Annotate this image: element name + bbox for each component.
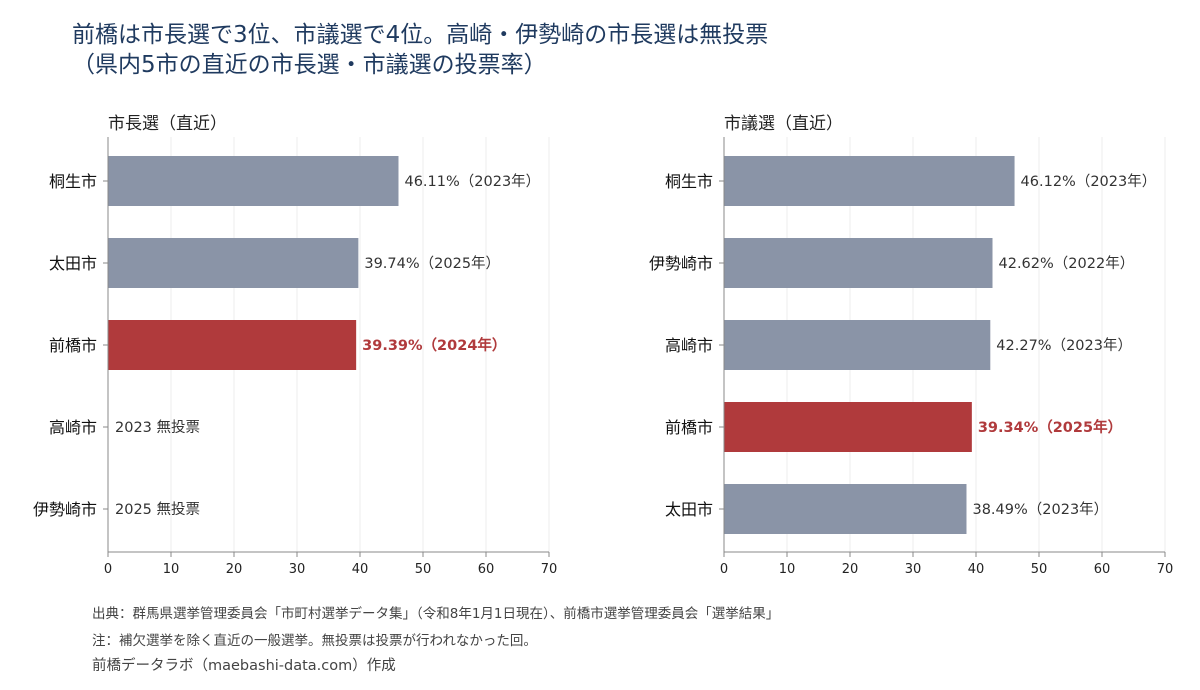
- chart-title-line1: 前橋は市長選で3位、市議選で4位。高崎・伊勢崎の市長選は無投票: [72, 22, 769, 48]
- mayor-category-label: 高崎市: [49, 418, 97, 437]
- council-bar: [724, 320, 991, 370]
- mayor-bar: [108, 238, 359, 288]
- mayor-election-chart: 市長選（直近） 桐生市 46.11%（2023年） 太田市 39.74%（2025年） 前…: [33, 114, 558, 577]
- council-x-tick-label: 0: [720, 562, 728, 577]
- council-bar: [724, 484, 967, 534]
- council-data-label: 46.12%（2023年）: [1021, 173, 1157, 190]
- council-data-label: 38.49%（2023年）: [972, 501, 1108, 518]
- council-category-label: 前橋市: [665, 418, 713, 437]
- mayor-bar: [108, 320, 357, 370]
- council-category-label: 伊勢崎市: [649, 254, 713, 273]
- council-election-chart: 市議選（直近） 桐生市 46.12%（2023年） 伊勢崎市 42.62%（2022年）…: [649, 114, 1174, 577]
- mayor-data-label: 2023 無投票: [115, 419, 200, 436]
- mayor-data-label: 39.74%（2025年）: [364, 255, 500, 272]
- council-category-label: 桐生市: [665, 172, 713, 191]
- council-data-label: 42.27%（2023年）: [996, 337, 1132, 354]
- mayor-panel-title: 市長選（直近）: [108, 114, 227, 134]
- mayor-x-tick-label: 50: [415, 562, 432, 577]
- mayor-x-tick-label: 10: [163, 562, 180, 577]
- mayor-x-tick-label: 30: [289, 562, 306, 577]
- mayor-data-label: 2025 無投票: [115, 501, 200, 518]
- council-category-label: 高崎市: [665, 336, 713, 355]
- council-bar: [724, 402, 972, 452]
- council-data-label: 42.62%（2022年）: [999, 255, 1135, 272]
- council-x-tick-label: 60: [1094, 562, 1111, 577]
- council-x-tick-label: 40: [968, 562, 985, 577]
- mayor-data-label: 39.39%（2024年）: [362, 336, 506, 354]
- mayor-x-tick-label: 40: [352, 562, 369, 577]
- mayor-x-tick-label: 70: [541, 562, 558, 577]
- council-x-tick-label: 10: [779, 562, 796, 577]
- council-bar: [724, 238, 993, 288]
- mayor-category-label: 太田市: [49, 254, 97, 273]
- council-x-tick-label: 70: [1157, 562, 1174, 577]
- council-x-tick-label: 50: [1031, 562, 1048, 577]
- mayor-category-label: 前橋市: [49, 336, 97, 355]
- footer-credit: 前橋データラボ（maebashi-data.com）作成: [92, 658, 396, 674]
- mayor-bar: [108, 156, 399, 206]
- council-bar: [724, 156, 1015, 206]
- chart-title-line2: （県内5市の直近の市長選・市議選の投票率）: [72, 52, 547, 78]
- mayor-x-tick-label: 0: [104, 562, 112, 577]
- council-panel-title: 市議選（直近）: [724, 114, 843, 134]
- mayor-category-label: 桐生市: [49, 172, 97, 191]
- footer-source: 出典：群馬県選挙管理委員会「市町村選挙データ集」（令和8年1月1日現在）、前橋市…: [92, 606, 780, 622]
- footer-note: 注：補欠選挙を除く直近の一般選挙。無投票は投票が行われなかった回。: [92, 633, 537, 649]
- mayor-data-label: 46.11%（2023年）: [404, 173, 540, 190]
- mayor-category-label: 伊勢崎市: [33, 500, 97, 519]
- council-x-tick-label: 20: [842, 562, 859, 577]
- chart-title: 前橋は市長選で3位、市議選で4位。高崎・伊勢崎の市長選は無投票 （県内5市の直近…: [72, 20, 768, 80]
- council-x-tick-label: 30: [905, 562, 922, 577]
- mayor-x-tick-label: 60: [478, 562, 495, 577]
- council-data-label: 39.34%（2025年）: [978, 418, 1122, 436]
- council-category-label: 太田市: [665, 500, 713, 519]
- mayor-x-tick-label: 20: [226, 562, 243, 577]
